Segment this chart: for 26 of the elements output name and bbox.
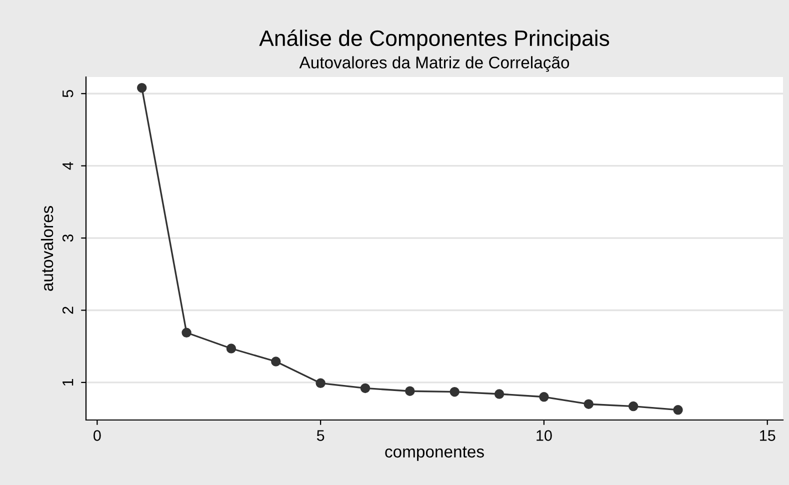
x-tick-label: 15: [760, 430, 776, 441]
y-axis-title: autovalores: [40, 206, 54, 291]
point: [226, 344, 236, 354]
point: [673, 405, 683, 415]
x-tick-label: 10: [536, 430, 552, 441]
point: [628, 401, 638, 412]
point: [405, 386, 415, 396]
x-tick-label: 0: [94, 430, 101, 441]
point: [136, 82, 147, 93]
point: [450, 386, 460, 397]
point: [539, 392, 549, 402]
x-axis-title: componentes: [385, 446, 484, 461]
point: [494, 389, 504, 399]
y-tick-label: 5: [62, 90, 74, 98]
point: [316, 378, 326, 388]
y-tick-label: 1: [62, 378, 74, 386]
y-tick-label: 4: [62, 162, 74, 170]
x-tick-label: 5: [316, 430, 324, 441]
y-tick-label: 2: [62, 306, 74, 314]
chart-subtitle: Autovalores da Matriz de Correlação: [299, 56, 570, 72]
point: [182, 328, 192, 338]
point: [584, 399, 594, 409]
chart-title: Análise de Componentes Principais: [259, 30, 610, 50]
point: [271, 356, 281, 366]
point: [360, 383, 370, 394]
y-tick-label: 3: [62, 234, 74, 242]
